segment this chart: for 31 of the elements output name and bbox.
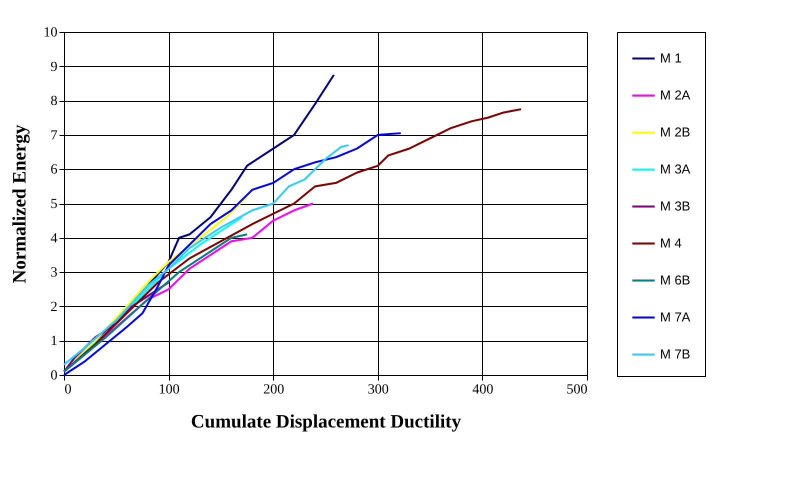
y-tick-label: 8 — [50, 94, 58, 110]
x-tick-label: 300 — [368, 382, 389, 398]
x-tick-label: 200 — [263, 382, 284, 398]
legend-label: M 7A — [660, 310, 691, 324]
line-series — [63, 281, 170, 373]
line-series — [63, 144, 350, 366]
y-tick-label: 2 — [50, 300, 58, 315]
legend-label: M 7B — [660, 346, 690, 362]
y-tick-label: 0 — [50, 368, 58, 384]
x-tick-label: 500 — [566, 382, 588, 398]
legend-label: M 4 — [660, 236, 682, 250]
legend-label: M 1 — [660, 50, 682, 66]
legend-label: M 2A — [660, 88, 691, 102]
legend-label: M 2B — [660, 124, 690, 140]
x-tick-label: 400 — [472, 382, 494, 398]
legend-label: M 3A — [660, 162, 691, 176]
legend-label: M 3B — [660, 198, 690, 214]
x-axis-title: Cumulate Displacement Ductility — [190, 412, 462, 432]
y-tick-label: 9 — [50, 60, 58, 75]
line-series — [63, 132, 402, 376]
y-tick-label: 5 — [50, 197, 58, 212]
y-tick-label: 10 — [44, 26, 58, 40]
y-tick-label: 3 — [50, 266, 58, 281]
x-tick-label: 100 — [158, 382, 180, 398]
legend-label: M 6B — [660, 272, 690, 288]
y-tick-label: 7 — [50, 128, 58, 144]
x-tick-label: 0 — [64, 382, 72, 398]
y-axis-title: Normalized Energy — [10, 124, 30, 284]
y-tick-label: 1 — [50, 334, 58, 350]
y-tick-label: 4 — [50, 231, 58, 246]
y-tick-label: 6 — [50, 162, 58, 178]
